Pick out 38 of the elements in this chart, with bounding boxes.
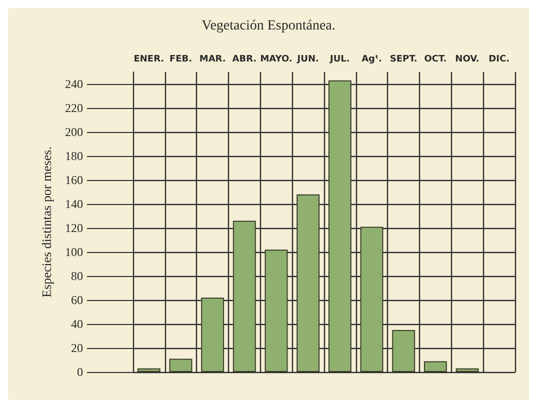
y-tick-label: 160: [65, 173, 83, 187]
x-tick-label: MAYO.: [260, 54, 292, 64]
x-tick-label: OCT.: [424, 54, 447, 64]
y-tick-label: 100: [65, 245, 83, 259]
x-tick-label: MAR.: [199, 54, 226, 64]
y-axis-title: Especies distintas por meses.: [39, 146, 54, 298]
x-tick-label: JUN.: [296, 54, 319, 64]
x-tick-label: SEPT.: [390, 54, 418, 64]
x-tick-label: ENER.: [134, 54, 164, 64]
bar: [392, 330, 416, 372]
y-tick-label: 200: [65, 125, 83, 139]
y-tick-label: 180: [65, 149, 83, 163]
x-tick-label: NOV.: [455, 54, 480, 64]
x-tick-label: Agᵗ.: [362, 54, 382, 64]
bar: [296, 194, 320, 372]
y-tick-label: 80: [71, 269, 83, 283]
bar: [360, 226, 384, 372]
bar: [201, 298, 224, 372]
y-tick-label: 220: [65, 101, 83, 115]
chart-title: Vegetación Espontánea.: [202, 18, 336, 34]
x-tick-label: JUL.: [329, 54, 350, 64]
bar: [424, 361, 447, 372]
y-tick-label: 140: [65, 197, 83, 211]
bar: [232, 220, 256, 372]
y-tick-label: 40: [71, 317, 83, 331]
bar: [456, 368, 479, 372]
y-tick-label: 0: [77, 365, 83, 379]
x-tick-label: ABR.: [232, 54, 257, 64]
x-tick-label: DIC.: [488, 54, 510, 64]
y-tick-label: 120: [65, 221, 83, 235]
bar: [169, 358, 192, 372]
y-tick-label: 60: [71, 293, 83, 307]
x-tick-label: FEB.: [169, 54, 192, 64]
bar: [328, 80, 352, 372]
y-tick-label: 20: [71, 341, 83, 355]
bar: [264, 250, 288, 372]
bar: [137, 368, 160, 372]
y-tick-label: 240: [65, 77, 83, 91]
